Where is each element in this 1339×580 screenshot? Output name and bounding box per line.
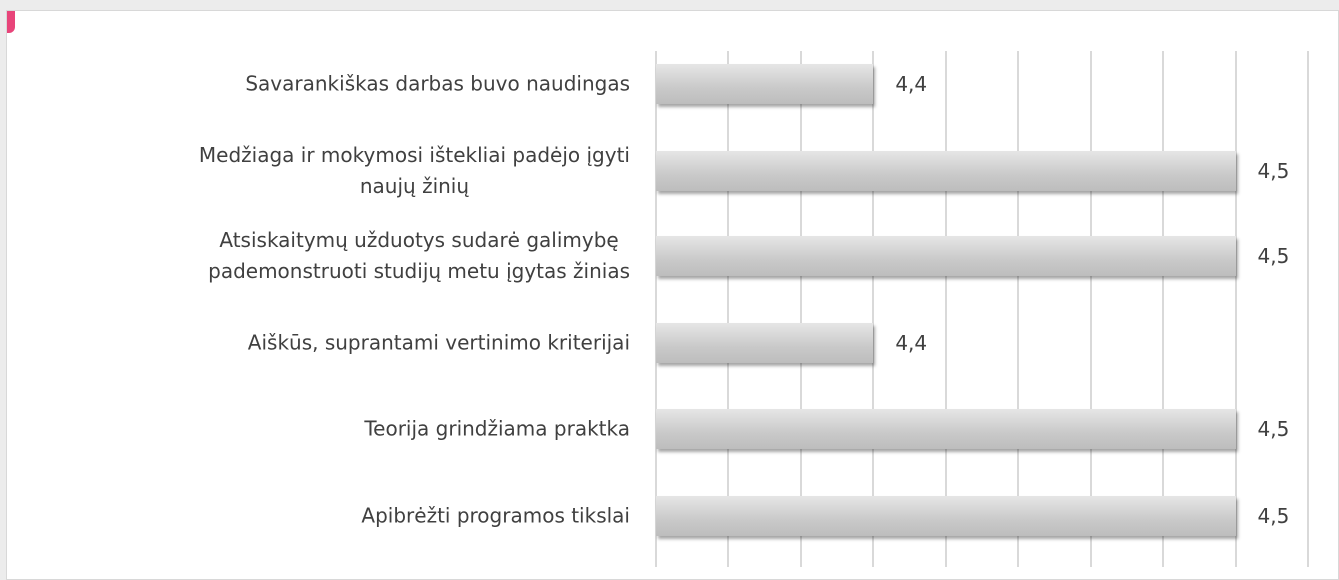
value-label: 4,5 [1257, 417, 1290, 441]
value-label: 4,4 [895, 331, 928, 355]
grid-line [944, 51, 947, 567]
chart: Savarankiškas darbas buvo naudingas 4,4 Me… [6, 10, 1339, 580]
bar [656, 151, 1236, 191]
category-text: Apibrėžti programos tikslai [361, 503, 630, 528]
bar [656, 323, 874, 363]
grid-line [1307, 51, 1309, 567]
grid-line [799, 51, 802, 567]
value-label: 4,5 [1257, 159, 1290, 183]
bar [656, 64, 874, 104]
category-text: Medžiaga ir mokymosi ištekliai padėjo įg… [198, 143, 630, 198]
bar [656, 409, 1236, 449]
bar [656, 496, 1236, 536]
category-label: Medžiaga ir mokymosi ištekliai padėjo įg… [27, 140, 630, 202]
grid-line [1017, 51, 1020, 567]
category-text: Savarankiškas darbas buvo naudingas [245, 71, 630, 96]
category-text: Aiškūs, suprantami vertinimo kriterijai [247, 330, 630, 355]
bar [656, 236, 1236, 276]
value-label: 4,5 [1257, 504, 1290, 528]
grid-line [1162, 51, 1165, 567]
category-label: Savarankiškas darbas buvo naudingas [27, 69, 630, 100]
grid-line [1234, 51, 1237, 567]
category-text: Teorija grindžiama praktka [364, 416, 630, 441]
category-label: Aiškūs, suprantami vertinimo kriterijai [27, 328, 630, 359]
value-label: 4,5 [1257, 244, 1290, 268]
grid-line [1089, 51, 1092, 567]
category-label: Teorija grindžiama praktka [27, 414, 630, 445]
category-label: Apibrėžti programos tikslai [27, 501, 630, 532]
value-label: 4,4 [895, 72, 928, 96]
grid-line [872, 51, 875, 567]
category-text: Atsiskaitymų užduotys sudarė galimybę pa… [208, 228, 630, 283]
grid-line [655, 51, 657, 567]
corner-accent [7, 11, 15, 33]
grid-line [727, 51, 730, 567]
category-label: Atsiskaitymų užduotys sudarė galimybę pa… [27, 225, 630, 287]
